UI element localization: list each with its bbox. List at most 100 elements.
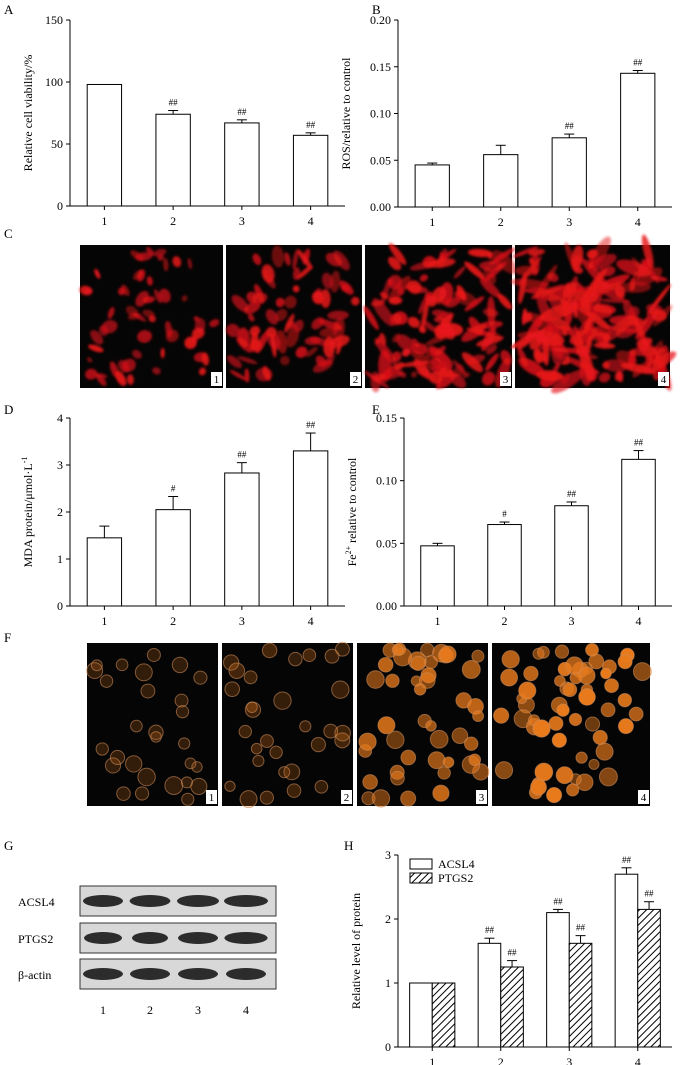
- cell: [437, 766, 451, 780]
- cell: [115, 658, 129, 672]
- significance-label: ##: [508, 948, 518, 958]
- bar: [546, 912, 570, 1048]
- cell: [554, 644, 570, 659]
- stain: [589, 236, 611, 268]
- stain: [271, 245, 284, 268]
- stain: [165, 329, 179, 343]
- bar: [431, 982, 456, 1048]
- stain: [159, 288, 171, 303]
- cell: [99, 674, 114, 688]
- bar: [420, 545, 455, 607]
- bar: [483, 154, 519, 208]
- cell: [565, 656, 584, 675]
- stain: [491, 250, 518, 275]
- stain: [486, 344, 497, 355]
- cell: [555, 766, 574, 785]
- cell: [223, 654, 240, 671]
- panel-letter-a: A: [4, 2, 14, 17]
- y-tick-label: 0.15: [370, 60, 391, 74]
- significance-label: ##: [306, 420, 316, 430]
- stain: [244, 368, 250, 383]
- stain: [255, 330, 269, 354]
- cell: [361, 791, 376, 806]
- stain: [598, 372, 611, 383]
- stain: [512, 246, 539, 258]
- stain: [585, 310, 611, 330]
- legend-label: PTGS2: [438, 871, 473, 885]
- stain: [294, 319, 304, 332]
- cell: [175, 705, 190, 719]
- panel-letter-e: E: [372, 402, 380, 417]
- cell: [334, 732, 351, 749]
- micrograph-signal: [223, 641, 351, 809]
- micrograph-label-bg: [206, 790, 217, 804]
- chart-h: 0 1 2 3 Relative level of protein 1 2 ## ## 3 ## ##…: [349, 848, 672, 1065]
- stain: [226, 355, 243, 369]
- stain: [419, 274, 428, 282]
- stain: [628, 346, 666, 356]
- stain: [340, 284, 350, 292]
- stain: [439, 366, 454, 378]
- bar: [477, 942, 502, 1048]
- y-tick-label: 0.00: [376, 599, 397, 613]
- stain: [85, 368, 98, 380]
- stain: [430, 357, 443, 369]
- bar: [487, 524, 522, 607]
- cell: [335, 641, 350, 657]
- stain: [292, 285, 300, 293]
- stain: [305, 346, 318, 358]
- y-tick-label: 50: [51, 137, 63, 151]
- cell: [425, 720, 437, 732]
- stain: [255, 367, 273, 382]
- stain: [593, 342, 616, 349]
- stain: [535, 370, 564, 382]
- micrograph-label: 2: [344, 792, 350, 804]
- stain: [500, 350, 512, 365]
- stain: [645, 353, 653, 368]
- stain: [266, 326, 277, 338]
- bar: [224, 472, 260, 607]
- image-row-c: 1 2 3 4: [79, 234, 677, 394]
- cell: [250, 742, 263, 755]
- y-tick-label: 0.05: [370, 153, 391, 167]
- bar: [414, 164, 450, 208]
- cell: [259, 790, 274, 805]
- significance-label: ##: [622, 855, 632, 865]
- y-axis-label-text: ROS/relative to control: [339, 57, 353, 170]
- bar: [224, 122, 260, 207]
- micrograph-label-bg: [211, 372, 222, 386]
- cell: [259, 734, 274, 748]
- cell: [419, 672, 436, 689]
- micrograph-label: 4: [641, 792, 647, 804]
- y-tick-label: 0.05: [376, 536, 397, 550]
- cell: [595, 742, 614, 761]
- bar: [614, 873, 639, 1048]
- blot-band: [132, 932, 168, 944]
- cell: [283, 763, 301, 781]
- cell: [385, 673, 400, 688]
- stain: [588, 256, 594, 269]
- cell: [377, 716, 396, 735]
- bar: [409, 982, 433, 1048]
- bar: [551, 137, 587, 208]
- stain: [635, 267, 663, 286]
- stain: [409, 349, 436, 370]
- cell: [146, 647, 161, 662]
- micrograph-label-bg: [658, 372, 669, 386]
- cell: [575, 773, 594, 792]
- stain: [420, 298, 429, 332]
- cell: [600, 667, 612, 680]
- cell: [362, 774, 378, 790]
- cell: [109, 749, 126, 766]
- bar: [620, 72, 656, 208]
- stain: [320, 289, 331, 309]
- stain: [137, 330, 152, 343]
- cell: [269, 745, 283, 760]
- stain: [284, 313, 295, 333]
- y-tick-label: 0: [385, 1040, 391, 1054]
- significance-label: ##: [565, 121, 575, 131]
- cell: [432, 784, 450, 802]
- stain: [284, 252, 291, 266]
- stain: [444, 297, 460, 308]
